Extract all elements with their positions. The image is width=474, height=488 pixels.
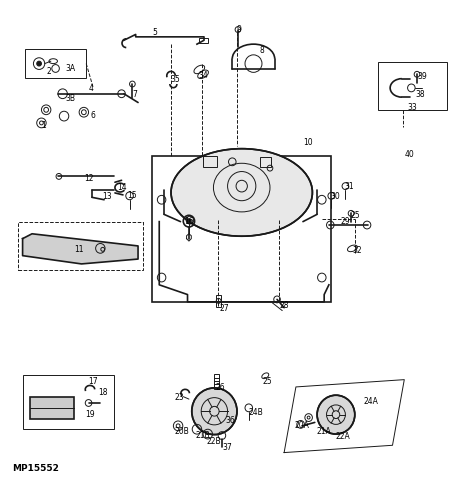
Text: MP15552: MP15552: [12, 463, 59, 472]
Text: 25: 25: [263, 376, 273, 386]
Text: 22B: 22B: [206, 436, 221, 445]
Text: 18: 18: [98, 387, 108, 396]
Bar: [203, 157, 217, 167]
Text: 20A: 20A: [294, 420, 310, 429]
Text: 34: 34: [198, 71, 208, 80]
Bar: [18, 222, 143, 271]
Text: 15: 15: [128, 191, 137, 200]
Text: 37: 37: [222, 442, 232, 451]
Polygon shape: [23, 234, 138, 264]
Text: 12: 12: [84, 174, 93, 183]
Text: 8: 8: [260, 45, 264, 54]
Text: 31: 31: [345, 181, 354, 190]
Text: 22A: 22A: [336, 431, 351, 440]
Text: 10: 10: [303, 138, 312, 146]
Bar: [23, 375, 115, 429]
Text: 28: 28: [279, 300, 289, 309]
Circle shape: [317, 395, 355, 434]
Text: 1: 1: [41, 121, 46, 130]
Text: 16: 16: [184, 216, 194, 225]
Text: 38: 38: [415, 90, 425, 99]
Text: 32: 32: [353, 245, 362, 254]
Text: 2: 2: [46, 67, 51, 76]
Text: 30: 30: [330, 192, 340, 201]
Text: 29: 29: [341, 216, 350, 225]
Text: 17: 17: [89, 376, 98, 386]
Text: 3A: 3A: [65, 64, 75, 73]
Bar: [260, 158, 272, 167]
Text: 11: 11: [74, 244, 84, 253]
Text: 35: 35: [170, 75, 180, 83]
Bar: [25, 50, 86, 79]
Circle shape: [192, 388, 237, 435]
Text: 19: 19: [85, 409, 95, 418]
Text: 39: 39: [417, 72, 427, 81]
Bar: [30, 397, 74, 419]
Text: 40: 40: [404, 150, 414, 159]
Text: 24B: 24B: [249, 407, 264, 416]
Text: 24A: 24A: [363, 396, 378, 405]
Bar: [214, 374, 219, 389]
Text: 9: 9: [237, 25, 242, 34]
Text: 33: 33: [408, 102, 417, 112]
Text: 23: 23: [175, 392, 184, 401]
Text: 13: 13: [103, 192, 112, 201]
Text: 25: 25: [350, 210, 360, 220]
Text: 14: 14: [117, 182, 127, 191]
Text: 21B: 21B: [196, 430, 210, 439]
Text: 4: 4: [89, 84, 93, 93]
Text: 36: 36: [225, 415, 235, 424]
Text: 21A: 21A: [316, 427, 331, 435]
Ellipse shape: [171, 149, 312, 237]
Bar: [152, 157, 331, 302]
Text: 27: 27: [219, 304, 229, 312]
Bar: [378, 63, 447, 111]
Text: 20B: 20B: [175, 427, 190, 435]
Text: 6: 6: [91, 111, 96, 120]
Text: 3B: 3B: [65, 94, 75, 103]
Circle shape: [36, 62, 41, 67]
Circle shape: [187, 219, 191, 224]
Text: 7: 7: [132, 90, 137, 99]
Text: 5: 5: [152, 28, 157, 38]
Bar: [199, 39, 208, 44]
Bar: [216, 295, 221, 307]
Text: 26: 26: [216, 383, 226, 392]
